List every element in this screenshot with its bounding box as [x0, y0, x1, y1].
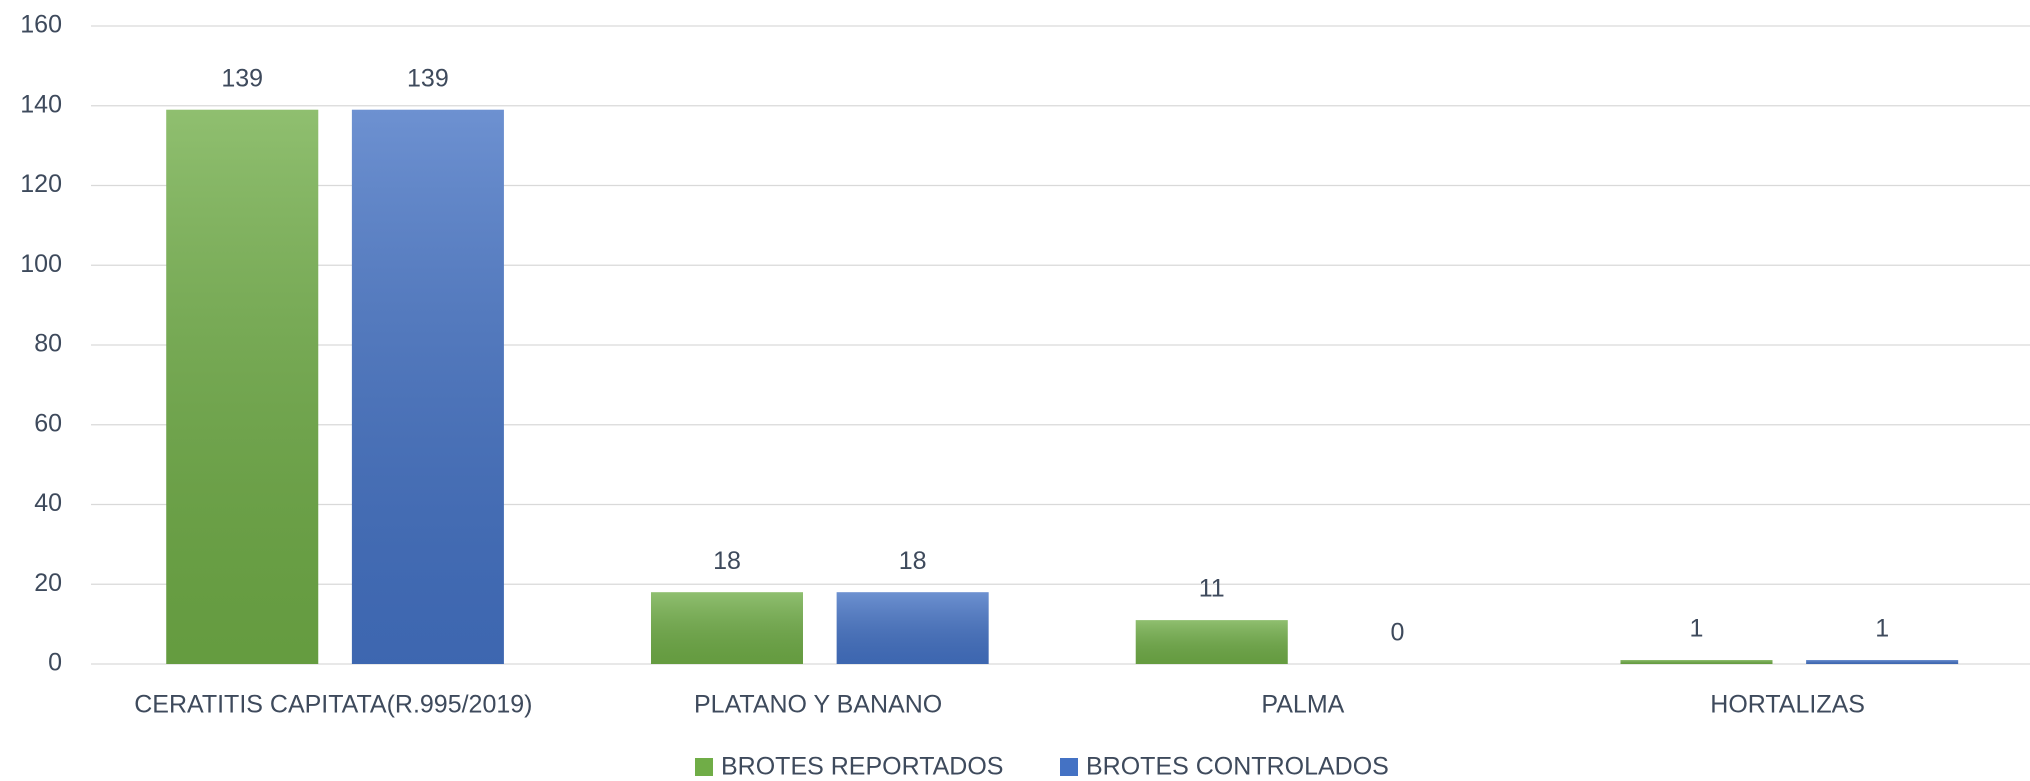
bar: [166, 109, 319, 665]
x-tick-label: PALMA: [1261, 691, 1344, 719]
data-label: 18: [713, 547, 741, 575]
bar: [1135, 620, 1288, 664]
bar: [351, 109, 504, 665]
data-label: 0: [1390, 619, 1404, 647]
data-label: 139: [407, 64, 449, 92]
x-tick-label: PLATANO Y BANANO: [694, 691, 942, 719]
data-label: 18: [899, 547, 927, 575]
legend-swatch: [1060, 758, 1078, 776]
x-tick-label: CERATITIS CAPITATA(R.995/2019): [134, 691, 532, 719]
data-label: 1: [1875, 615, 1889, 643]
legend-label: BROTES CONTROLADOS: [1086, 753, 1389, 781]
y-tick-label: 0: [48, 649, 62, 677]
bar: [1806, 660, 1959, 664]
bar: [650, 592, 803, 664]
bar: [836, 592, 989, 664]
data-label: 11: [1199, 575, 1225, 603]
y-tick-label: 100: [20, 250, 62, 278]
x-tick-label: HORTALIZAS: [1710, 691, 1865, 719]
y-tick-label: 140: [20, 90, 62, 118]
data-label: 139: [221, 64, 263, 92]
y-tick-label: 40: [34, 489, 62, 517]
y-tick-label: 160: [20, 11, 62, 39]
y-tick-label: 60: [34, 409, 62, 437]
y-tick-label: 20: [34, 569, 62, 597]
legend-swatch: [695, 758, 713, 776]
y-tick-label: 120: [20, 170, 62, 198]
bar: [1620, 660, 1773, 664]
y-tick-label: 80: [34, 330, 62, 358]
legend-label: BROTES REPORTADOS: [721, 753, 1003, 781]
data-label: 1: [1690, 615, 1704, 643]
